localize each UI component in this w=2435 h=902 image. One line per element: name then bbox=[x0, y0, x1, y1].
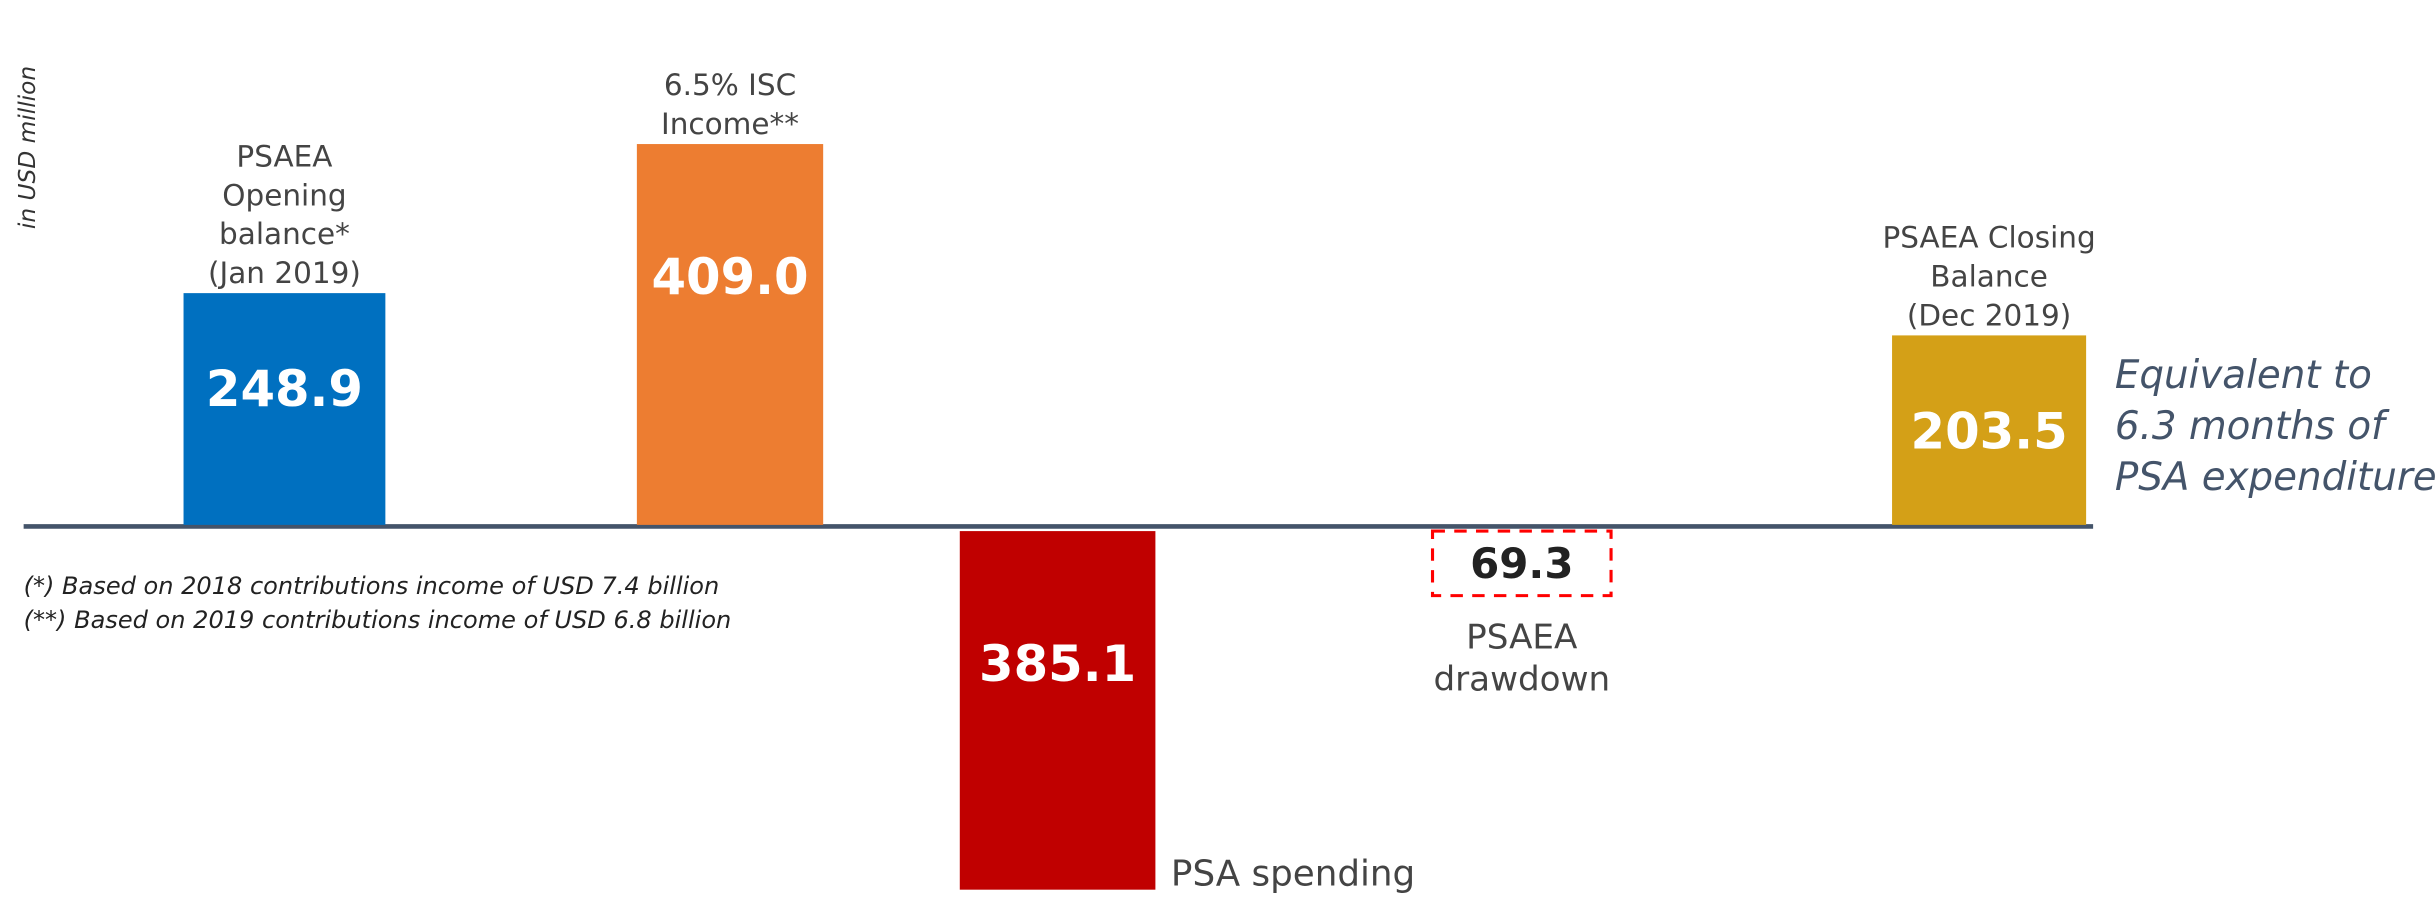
category-label: PSAEA bbox=[236, 140, 332, 174]
bar bbox=[1892, 335, 2087, 525]
bar bbox=[1430, 529, 1613, 598]
value-label: 385.1 bbox=[979, 635, 1136, 693]
annotation: Equivalent to bbox=[2115, 353, 2372, 398]
bar bbox=[183, 293, 386, 525]
y-axis-label: in USD million bbox=[14, 66, 41, 229]
value-label: 409.0 bbox=[651, 248, 808, 306]
category-label: (Jan 2019) bbox=[208, 256, 361, 290]
category-label: 6.5% ISC bbox=[664, 68, 796, 102]
annotation: PSA expenditure bbox=[2115, 455, 2435, 500]
bar bbox=[959, 531, 1156, 890]
value-label: 69.3 bbox=[1470, 539, 1573, 588]
category-label: Opening bbox=[222, 178, 346, 212]
annotation: 6.3 months of bbox=[2115, 404, 2390, 449]
value-label: 248.9 bbox=[206, 360, 363, 418]
category-label: balance* bbox=[219, 217, 350, 251]
category-label: PSA spending bbox=[1171, 854, 1415, 895]
category-label: PSAEA Closing bbox=[1883, 221, 2096, 255]
value-label: 203.5 bbox=[1911, 402, 2068, 460]
category-label: Income** bbox=[661, 107, 799, 141]
category-label: Balance bbox=[1930, 259, 2048, 293]
category-label: drawdown bbox=[1433, 660, 1610, 700]
bar bbox=[636, 144, 824, 525]
footnote: (**) Based on 2019 contributions income … bbox=[24, 606, 732, 634]
category-label: (Dec 2019) bbox=[1907, 298, 2071, 332]
category-label: PSAEA bbox=[1466, 618, 1578, 658]
footnote: (*) Based on 2018 contributions income o… bbox=[24, 572, 720, 600]
